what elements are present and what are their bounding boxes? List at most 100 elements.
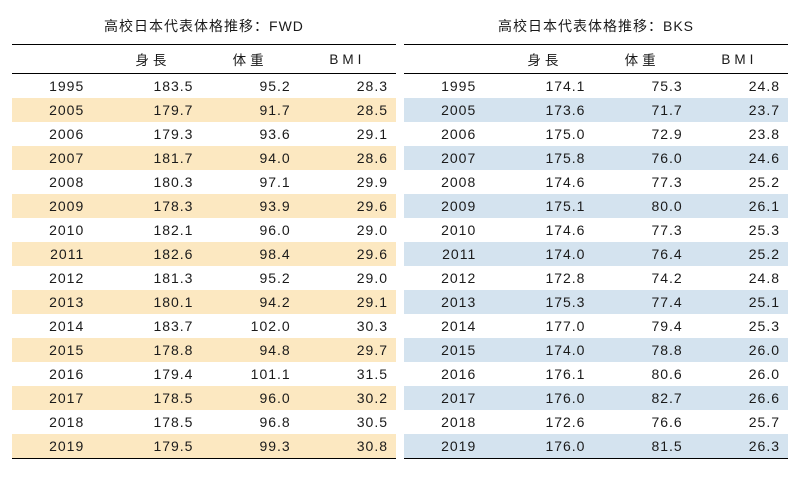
table-row: 2005179.791.728.5 <box>12 98 396 122</box>
cell-weight: 71.7 <box>593 98 690 122</box>
cell-bmi: 31.5 <box>299 362 396 386</box>
cell-height: 175.1 <box>496 194 593 218</box>
cell-height: 181.3 <box>104 266 201 290</box>
cell-bmi: 30.5 <box>299 410 396 434</box>
fwd-table: 身長 体重 BMI 1995183.595.228.32005179.791.7… <box>12 44 396 459</box>
cell-height: 179.5 <box>104 434 201 459</box>
cell-year: 2017 <box>404 386 496 410</box>
cell-height: 172.6 <box>496 410 593 434</box>
cell-height: 182.1 <box>104 218 201 242</box>
cell-height: 183.7 <box>104 314 201 338</box>
table-row: 2015178.894.829.7 <box>12 338 396 362</box>
cell-weight: 94.0 <box>201 146 298 170</box>
cell-height: 174.6 <box>496 170 593 194</box>
cell-year: 2009 <box>12 194 104 218</box>
table-row: 1995183.595.228.3 <box>12 74 396 99</box>
cell-weight: 76.6 <box>593 410 690 434</box>
cell-weight: 76.4 <box>593 242 690 266</box>
cell-height: 174.0 <box>496 242 593 266</box>
cell-bmi: 29.6 <box>299 242 396 266</box>
cell-weight: 80.0 <box>593 194 690 218</box>
table-row: 2019179.599.330.8 <box>12 434 396 459</box>
cell-bmi: 25.1 <box>691 290 788 314</box>
cell-year: 2013 <box>404 290 496 314</box>
cell-year: 2006 <box>12 122 104 146</box>
table-row: 2007181.794.028.6 <box>12 146 396 170</box>
tables-container: 高校日本代表体格推移：FWD 身長 体重 BMI 1995183.595.228… <box>12 12 788 459</box>
cell-year: 2014 <box>404 314 496 338</box>
table-row: 2008174.677.325.2 <box>404 170 788 194</box>
table-row: 2012181.395.229.0 <box>12 266 396 290</box>
cell-bmi: 28.5 <box>299 98 396 122</box>
table-row: 2017178.596.030.2 <box>12 386 396 410</box>
table-row: 2016176.180.626.0 <box>404 362 788 386</box>
table-row: 2006179.393.629.1 <box>12 122 396 146</box>
cell-year: 2015 <box>404 338 496 362</box>
cell-bmi: 26.0 <box>691 362 788 386</box>
cell-bmi: 29.1 <box>299 290 396 314</box>
cell-height: 173.6 <box>496 98 593 122</box>
cell-height: 177.0 <box>496 314 593 338</box>
table-row: 2013175.377.425.1 <box>404 290 788 314</box>
fwd-header-row: 身長 体重 BMI <box>12 45 396 74</box>
cell-bmi: 30.3 <box>299 314 396 338</box>
cell-bmi: 29.9 <box>299 170 396 194</box>
cell-bmi: 28.6 <box>299 146 396 170</box>
cell-height: 176.1 <box>496 362 593 386</box>
cell-bmi: 25.3 <box>691 314 788 338</box>
cell-year: 2018 <box>12 410 104 434</box>
cell-year: 2009 <box>404 194 496 218</box>
cell-height: 176.0 <box>496 386 593 410</box>
cell-bmi: 25.7 <box>691 410 788 434</box>
cell-bmi: 29.1 <box>299 122 396 146</box>
table-row: 2014177.079.425.3 <box>404 314 788 338</box>
cell-bmi: 29.7 <box>299 338 396 362</box>
cell-weight: 91.7 <box>201 98 298 122</box>
cell-bmi: 24.8 <box>691 266 788 290</box>
cell-bmi: 29.0 <box>299 218 396 242</box>
cell-year: 2012 <box>404 266 496 290</box>
table-row: 2017176.082.726.6 <box>404 386 788 410</box>
cell-weight: 101.1 <box>201 362 298 386</box>
table-row: 2018172.676.625.7 <box>404 410 788 434</box>
cell-weight: 75.3 <box>593 74 690 99</box>
cell-bmi: 28.3 <box>299 74 396 99</box>
cell-weight: 98.4 <box>201 242 298 266</box>
cell-weight: 95.2 <box>201 266 298 290</box>
cell-weight: 80.6 <box>593 362 690 386</box>
col-year <box>404 45 496 74</box>
cell-weight: 77.4 <box>593 290 690 314</box>
cell-year: 2011 <box>404 242 496 266</box>
cell-year: 2007 <box>404 146 496 170</box>
cell-weight: 96.0 <box>201 386 298 410</box>
cell-height: 172.8 <box>496 266 593 290</box>
cell-year: 2015 <box>12 338 104 362</box>
table-row: 2008180.397.129.9 <box>12 170 396 194</box>
cell-weight: 97.1 <box>201 170 298 194</box>
cell-weight: 99.3 <box>201 434 298 459</box>
table-row: 2013180.194.229.1 <box>12 290 396 314</box>
cell-year: 2008 <box>12 170 104 194</box>
cell-height: 178.8 <box>104 338 201 362</box>
cell-year: 2005 <box>404 98 496 122</box>
table-row: 2006175.072.923.8 <box>404 122 788 146</box>
fwd-table-block: 高校日本代表体格推移：FWD 身長 体重 BMI 1995183.595.228… <box>12 12 396 459</box>
cell-year: 2014 <box>12 314 104 338</box>
table-row: 2010174.677.325.3 <box>404 218 788 242</box>
cell-bmi: 29.6 <box>299 194 396 218</box>
table-row: 2007175.876.024.6 <box>404 146 788 170</box>
table-row: 2005173.671.723.7 <box>404 98 788 122</box>
cell-year: 2010 <box>404 218 496 242</box>
table-row: 2014183.7102.030.3 <box>12 314 396 338</box>
cell-bmi: 25.2 <box>691 170 788 194</box>
table-row: 2011174.076.425.2 <box>404 242 788 266</box>
cell-bmi: 26.0 <box>691 338 788 362</box>
table-row: 2016179.4101.131.5 <box>12 362 396 386</box>
cell-year: 2016 <box>404 362 496 386</box>
cell-bmi: 29.0 <box>299 266 396 290</box>
cell-height: 179.4 <box>104 362 201 386</box>
col-bmi: BMI <box>299 45 396 74</box>
cell-year: 2007 <box>12 146 104 170</box>
cell-bmi: 26.1 <box>691 194 788 218</box>
cell-height: 178.5 <box>104 410 201 434</box>
